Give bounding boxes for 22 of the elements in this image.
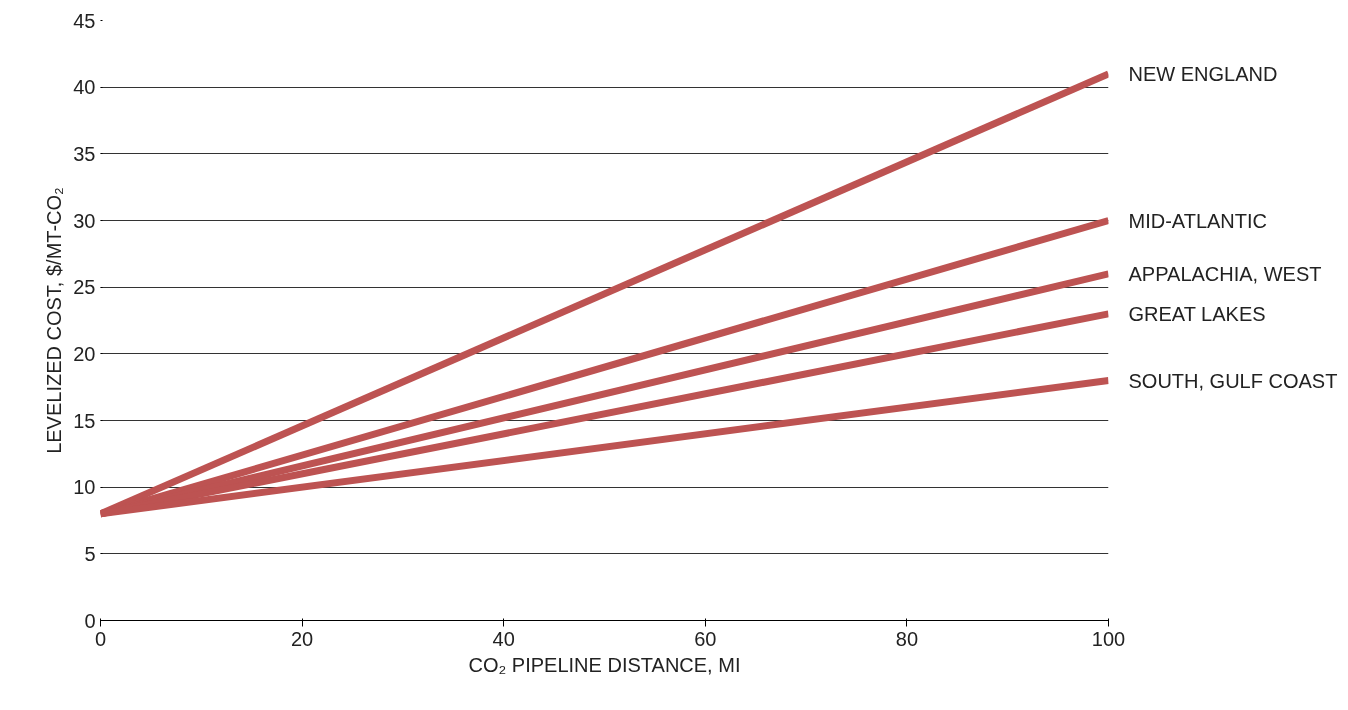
x-tick-label: 60 — [694, 627, 717, 650]
y-tick-label: 0 — [84, 609, 96, 632]
series-label: MID-ATLANTIC — [1128, 209, 1268, 232]
y-tick-label: 40 — [73, 76, 96, 99]
x-tick-label: 80 — [895, 627, 919, 650]
y-tick-label: 10 — [73, 476, 96, 499]
series-label: APPALACHIA, WEST — [1128, 262, 1322, 285]
y-tick-label: 15 — [73, 409, 96, 432]
y-tick-label: 20 — [73, 342, 96, 365]
x-tick-label: 20 — [290, 627, 314, 650]
y-tick-label: 5 — [84, 542, 96, 565]
series-label: SOUTH, GULF COAST — [1128, 369, 1338, 392]
x-tick-label: 40 — [492, 627, 515, 650]
y-tick-label: 45 — [73, 9, 96, 32]
y-tick-label: 35 — [73, 142, 96, 165]
y-tick-label: 30 — [73, 209, 96, 232]
x-axis-title: CO₂ PIPELINE DISTANCE, MI — [468, 653, 741, 676]
y-axis-title: LEVELIZED COST, $/MT-CO₂ — [43, 187, 66, 454]
x-tick-label: 100 — [1091, 627, 1126, 650]
series-label: NEW ENGLAND — [1128, 62, 1278, 85]
y-tick-label: 25 — [73, 276, 96, 299]
series-label: GREAT LAKES — [1128, 302, 1266, 325]
